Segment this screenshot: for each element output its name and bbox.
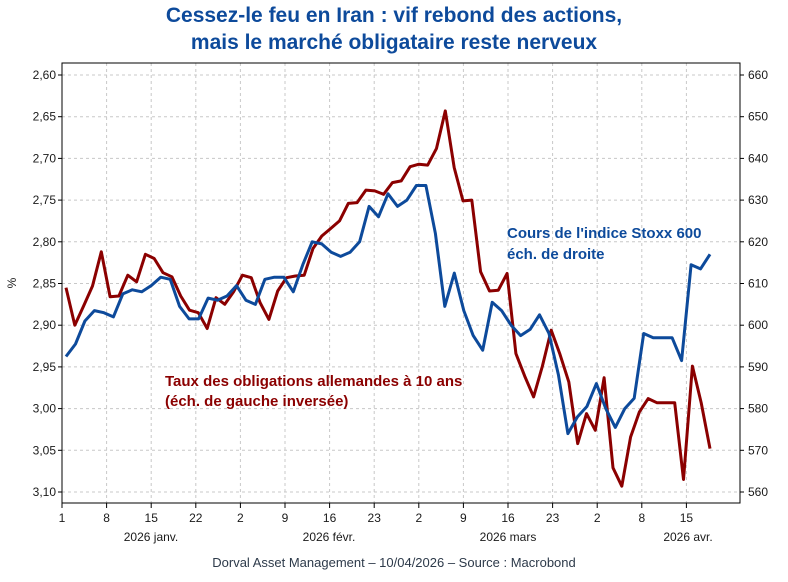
- stoxx-annotation-line-2: éch. de droite: [507, 246, 605, 263]
- left-tick-label: 2,70: [33, 151, 57, 165]
- left-tick-label: 2,90: [33, 318, 57, 332]
- left-tick-label: 2,95: [33, 360, 57, 374]
- x-month-label: 2026 avr.: [663, 530, 712, 544]
- right-axis: 660 650 640 630 620 610 600 590 580 570 560: [740, 68, 768, 499]
- bund-annotation-line-2: (éch. de gauche inversée): [165, 393, 348, 410]
- x-tick-label: 2: [237, 511, 244, 525]
- right-tick-label: 620: [748, 235, 768, 249]
- left-tick-label: 2,80: [33, 235, 57, 249]
- left-tick-label: 2,65: [33, 110, 57, 124]
- x-tick-label: 8: [638, 511, 645, 525]
- right-tick-label: 610: [748, 277, 768, 291]
- right-tick-label: 650: [748, 110, 768, 124]
- x-tick-label: 23: [368, 511, 382, 525]
- left-tick-label: 2,75: [33, 193, 57, 207]
- right-tick-label: 570: [748, 443, 768, 457]
- grid: [62, 63, 740, 503]
- left-axis: 2,60 2,65 2,70 2,75 2,80 2,85 2,90 2,95 3,00 3,05…: [33, 68, 62, 499]
- x-tick-label: 15: [145, 511, 159, 525]
- right-tick-label: 560: [748, 485, 768, 499]
- right-tick-label: 640: [748, 151, 768, 165]
- left-tick-label: 3,05: [33, 443, 57, 457]
- x-tick-label: 15: [680, 511, 694, 525]
- x-tick-label: 23: [546, 511, 560, 525]
- x-tick-label: 16: [501, 511, 515, 525]
- chart-title-line-1: Cessez-le feu en Iran : vif rebond des a…: [165, 4, 623, 27]
- left-tick-label: 3,10: [33, 485, 57, 499]
- right-tick-label: 600: [748, 318, 768, 332]
- x-month-label: 2026 mars: [480, 530, 537, 544]
- bund-annotation-line-1: Taux des obligations allemandes à 10 ans: [165, 373, 462, 390]
- right-tick-label: 580: [748, 402, 768, 416]
- chart-title: Cessez-le feu en Iran : vif rebond des a…: [0, 2, 788, 56]
- left-tick-label: 2,85: [33, 277, 57, 291]
- x-tick-label: 2: [594, 511, 601, 525]
- left-tick-label: 3,00: [33, 402, 57, 416]
- x-tick-label: 9: [460, 511, 467, 525]
- x-tick-label: 2: [415, 511, 422, 525]
- chart-footer: Dorval Asset Management – 10/04/2026 – S…: [212, 555, 576, 570]
- x-tick-label: 8: [103, 511, 110, 525]
- stoxx-annotation-line-1: Cours de l'indice Stoxx 600: [507, 225, 701, 242]
- left-tick-label: 2,60: [33, 68, 57, 82]
- x-tick-label: 1: [59, 511, 66, 525]
- x-tick-label: 9: [282, 511, 289, 525]
- right-tick-label: 590: [748, 360, 768, 374]
- right-tick-label: 660: [748, 68, 768, 82]
- bund-yield-series-line: [64, 109, 712, 488]
- stoxx600-series-line: [64, 184, 712, 436]
- chart-title-line-2: mais le marché obligataire reste nerveux: [190, 31, 598, 54]
- y-axis-label: %: [5, 277, 19, 288]
- x-tick-label: 16: [323, 511, 337, 525]
- right-tick-label: 630: [748, 193, 768, 207]
- x-month-label: 2026 févr.: [303, 530, 356, 544]
- x-month-label: 2026 janv.: [124, 530, 179, 544]
- x-tick-label: 22: [189, 511, 203, 525]
